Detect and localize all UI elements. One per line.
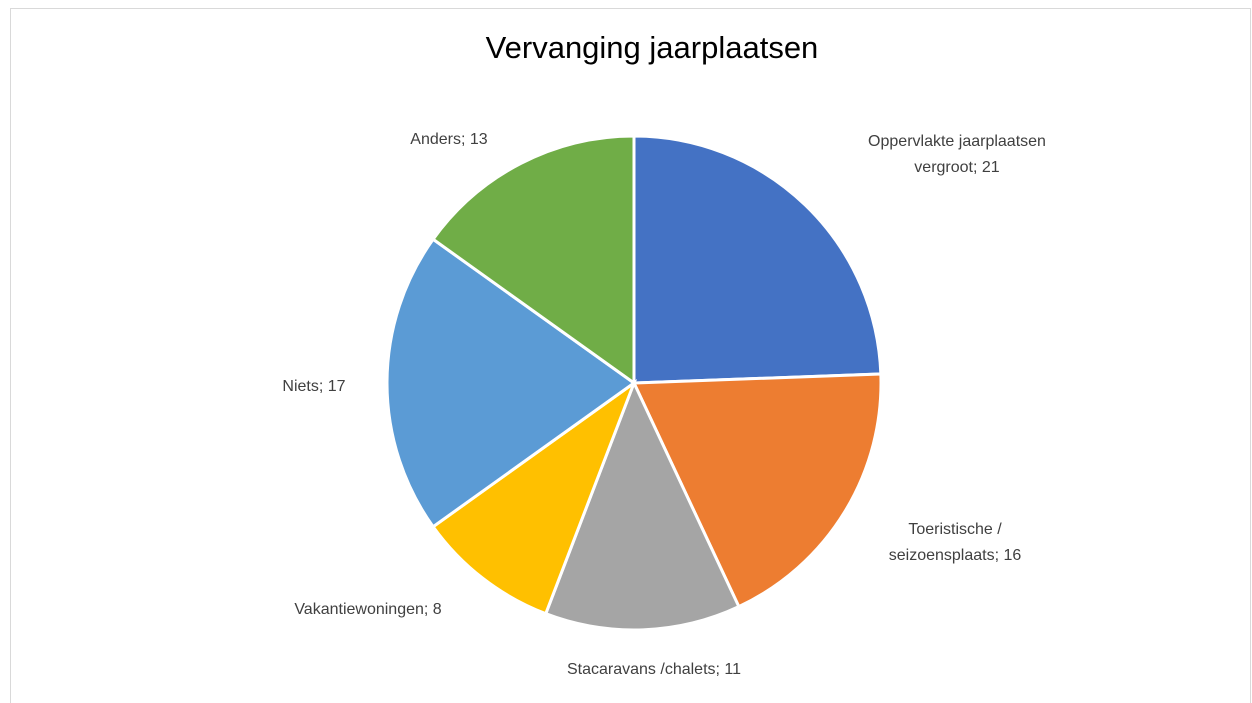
data-label: Stacaravans /chalets; 11 bbox=[567, 661, 741, 678]
pie-slice: Toeristische / seizoensplaats bbox=[631, 372, 883, 609]
pie-slice: Anders bbox=[431, 134, 636, 386]
chart-title: Vervanging jaarplaatsen bbox=[486, 30, 819, 65]
pie-slice: Oppervlakte jaarplaatsen vergroot bbox=[632, 134, 883, 385]
chart-border bbox=[10, 8, 1251, 703]
data-label: Anders; 13 bbox=[410, 131, 487, 148]
pie-slice: Stacaravans /chalets bbox=[543, 379, 741, 632]
data-label: Oppervlakte jaarplaatsen vergroot; 21 bbox=[868, 133, 1046, 176]
pie-slice: Vakantiewoningen bbox=[431, 378, 638, 616]
data-label: Vakantiewoningen; 8 bbox=[294, 601, 441, 618]
pie-slice: Niets bbox=[385, 237, 637, 529]
data-label: Niets; 17 bbox=[282, 378, 345, 395]
data-label: Toeristische / seizoensplaats; 16 bbox=[889, 521, 1022, 564]
